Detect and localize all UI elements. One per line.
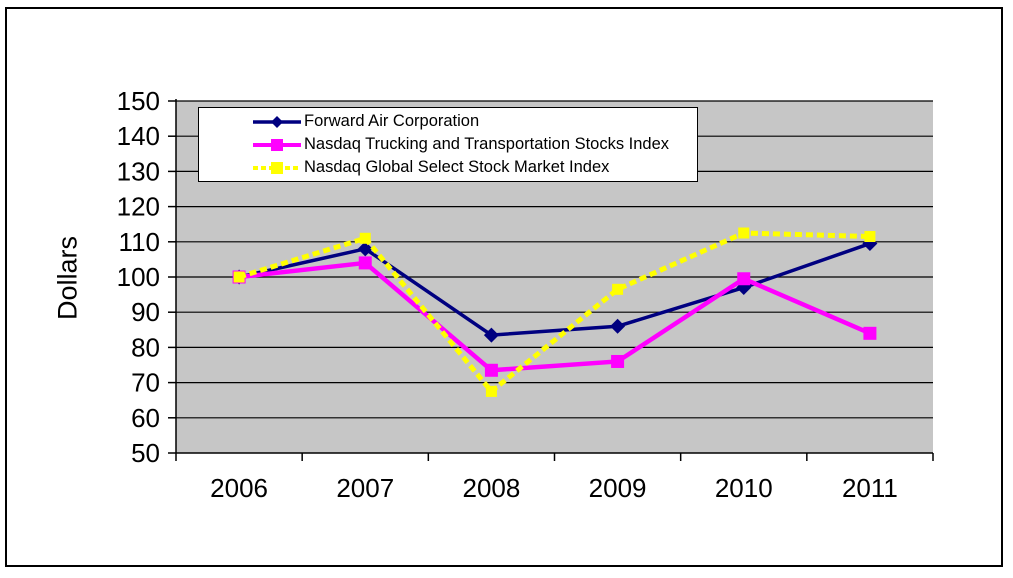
legend-label: Forward Air Corporation: [304, 112, 480, 130]
data-point-marker: [612, 283, 624, 295]
data-point-marker: [611, 354, 625, 368]
legend-item: Nasdaq Global Select Stock Market Index: [253, 156, 697, 179]
x-tick-label: 2010: [715, 473, 773, 503]
data-point-marker: [357, 241, 373, 257]
y-tick-label: 140: [117, 121, 160, 151]
x-tick-label: 2011: [842, 473, 898, 503]
y-tick-label: 90: [131, 297, 160, 327]
series-nasdaq-global-select-stock-market-index: [233, 227, 876, 397]
data-point-marker: [484, 363, 498, 377]
legend-label: Nasdaq Global Select Stock Market Index: [304, 158, 610, 176]
data-point-marker: [233, 271, 245, 283]
x-tick-label: 2008: [462, 473, 520, 503]
y-tick-label: 60: [131, 403, 160, 433]
y-tick-label: 80: [131, 332, 160, 362]
legend-item: Forward Air Corporation: [253, 110, 697, 133]
y-axis: 50 60 70 80 90 100 110 120 130 140 150: [117, 86, 176, 468]
x-tick-label: 2009: [589, 473, 647, 503]
data-point-marker: [863, 326, 877, 340]
data-point-marker: [737, 272, 751, 286]
chart-outer-border: [5, 7, 1003, 567]
x-tick-label: 2006: [210, 473, 268, 503]
legend-diamond-marker-icon: [253, 115, 301, 128]
y-tick-label: 130: [117, 156, 160, 186]
y-tick-label: 110: [119, 227, 160, 257]
x-tick-label: 2007: [336, 473, 394, 503]
y-tick-label: 70: [131, 368, 160, 398]
legend-label: Nasdaq Trucking and Transportation Stock…: [304, 135, 670, 153]
y-tick-label: 50: [131, 438, 160, 468]
data-point-marker: [864, 231, 876, 243]
data-point-marker: [359, 232, 371, 244]
legend-square-marker-icon: [253, 161, 301, 174]
data-point-marker: [738, 227, 750, 239]
y-tick-label: 100: [117, 262, 160, 292]
legend-square-marker-icon: [253, 138, 301, 151]
data-point-marker: [610, 318, 626, 334]
y-tick-label: 120: [117, 192, 160, 222]
x-axis: 2006 2007 2008 2009 2010 2011: [175, 453, 934, 503]
data-point-marker: [483, 327, 499, 343]
data-point-marker: [485, 385, 497, 397]
data-point-marker: [358, 256, 372, 270]
chart-legend: Forward Air Corporation Nasdaq Trucking a…: [198, 107, 698, 182]
y-axis-title: Dollars: [52, 235, 83, 321]
y-tick-label: 150: [117, 86, 160, 116]
legend-item: Nasdaq Trucking and Transportation Stock…: [253, 133, 697, 156]
